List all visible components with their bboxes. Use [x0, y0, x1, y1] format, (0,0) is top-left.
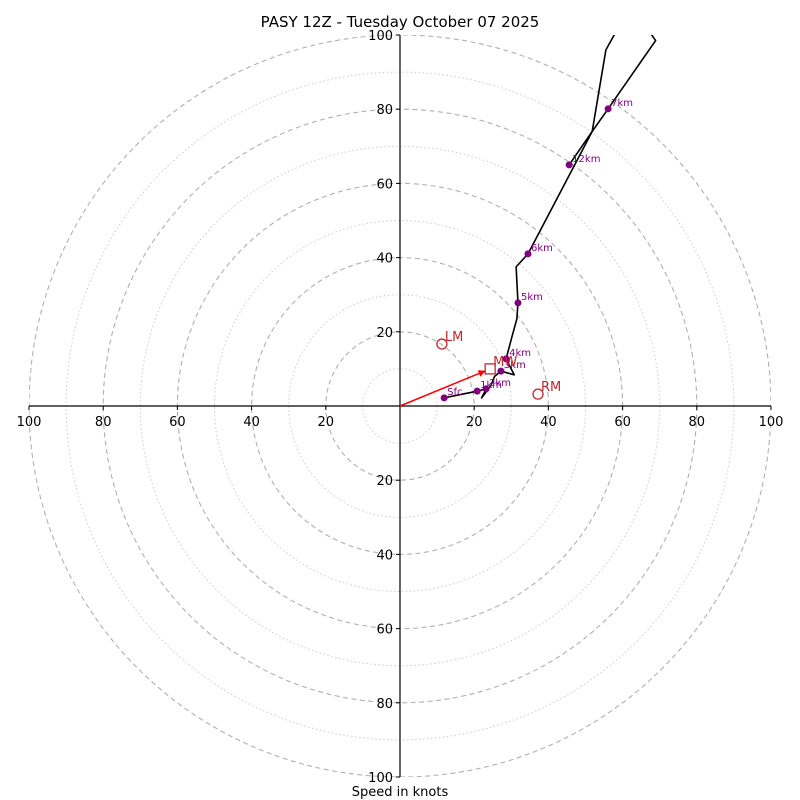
height-label-2km: 2km — [489, 378, 511, 389]
hodograph-trace — [443, 35, 657, 399]
height-label-1km: 1km — [480, 380, 502, 391]
x-tick-label: 60 — [169, 415, 186, 430]
mean-wind-arrowhead — [477, 370, 486, 377]
x-tick-label: 40 — [540, 415, 557, 430]
y-tick-label: 100 — [368, 29, 393, 44]
height-marker-2km — [482, 385, 490, 393]
y-tick-label: 40 — [376, 252, 393, 267]
x-tick-label: 80 — [95, 415, 112, 430]
storm-motion-rm — [532, 388, 544, 400]
height-label-5km: 5km — [521, 292, 543, 303]
height-marker-3km — [497, 367, 505, 375]
storm-motion-label-rm: RM — [541, 380, 561, 395]
height-label-4km: 4km — [509, 348, 531, 359]
x-tick-label: 100 — [759, 415, 784, 430]
hodograph-trace-upper-branch — [568, 35, 616, 166]
height-marker-sfc — [440, 394, 448, 402]
x-tick-label: 60 — [614, 415, 631, 430]
y-tick-label: 60 — [376, 623, 393, 638]
y-tick-label: 60 — [376, 177, 393, 192]
x-tick-label: 100 — [17, 415, 42, 430]
height-marker-12km — [565, 161, 573, 169]
storm-motion-lm — [436, 338, 448, 350]
x-tick-label: 20 — [466, 415, 483, 430]
x-axis-label: Speed in knots — [352, 785, 449, 800]
mean-wind-vector — [399, 370, 486, 407]
y-tick-label: 100 — [368, 771, 393, 786]
wind-traces — [443, 35, 657, 399]
y-tick-label: 40 — [376, 548, 393, 563]
height-label-sfc: Sfc — [447, 387, 462, 398]
height-label-3km: 3km — [504, 360, 526, 371]
y-tick-label: 80 — [376, 103, 393, 118]
height-marker-7km — [604, 105, 612, 113]
x-tick-label: 40 — [243, 415, 260, 430]
mean-wind-vector-group — [399, 370, 486, 407]
height-marker-4km — [502, 355, 510, 363]
storm-motion-mw — [484, 363, 496, 375]
storm-motion-label-lm: LM — [445, 330, 463, 345]
height-label-12km: 12km — [572, 154, 600, 165]
storm-motion-label-mw: MW — [493, 355, 517, 370]
y-tick-label: 20 — [376, 326, 393, 341]
chart-title: PASY 12Z - Tuesday October 07 2025 — [261, 13, 540, 31]
storm-motion-markers: LM MW RM — [436, 330, 561, 400]
height-marker-6km — [524, 250, 532, 258]
y-tick-label: 80 — [376, 697, 393, 712]
height-label-7km: 7km — [611, 98, 633, 109]
tick-labels: 100 80 60 40 20 20 40 60 80 100 100 80 60 40 20 20 40 60 8… — [17, 29, 784, 786]
x-tick-label: 80 — [689, 415, 706, 430]
x-tick-label: 20 — [318, 415, 335, 430]
y-tick-label: 20 — [376, 474, 393, 489]
height-label-6km: 6km — [531, 243, 553, 254]
height-marker-1km — [473, 387, 481, 395]
height-marker-5km — [514, 299, 522, 307]
